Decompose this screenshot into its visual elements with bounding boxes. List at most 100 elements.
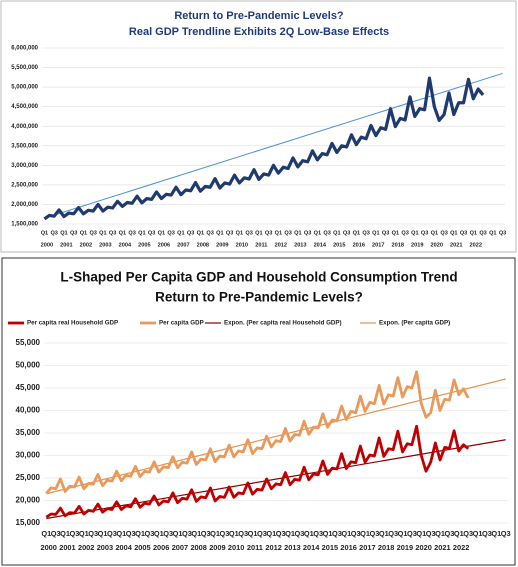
x-year-label: 2008 [190,543,206,552]
x-tick-label: Q1 [353,230,360,236]
x-year-label: 2004 [115,543,132,552]
x-tick-label: Q1 [99,230,106,236]
x-year-label: 2012 [275,242,287,248]
legend-label: Expon. (Per capita GDP) [379,320,450,327]
x-tick-label: Q1 [411,230,418,236]
x-year-label: 2002 [78,543,94,552]
y-tick-label: 2,500,000 [11,182,38,188]
x-tick-label: Q3 [479,230,486,236]
chart-subtitle: Real GDP Trendline Exhibits 2Q Low-Base … [129,26,389,38]
x-year-label: 2014 [314,242,327,248]
chart-subtitle: Return to Pre-Pandemic Levels? [155,290,363,305]
x-tick-label: Q3 [351,529,361,538]
x-tick-label: Q1 [360,529,370,538]
x-tick-label: Q3 [482,529,492,538]
x-tick-label: Q1 [41,529,51,538]
y-tick-label: 50,000 [16,361,41,370]
x-tick-label: Q1 [116,529,126,538]
x-tick-label: Q1 [275,230,282,236]
y-tick-label: 5,000,000 [11,85,38,91]
x-year-label: 2009 [209,543,225,552]
x-tick-label: Q3 [238,529,248,538]
x-year-label: 2017 [359,543,375,552]
x-year-label: 2009 [216,242,228,248]
x-year-label: 2007 [172,543,188,552]
x-tick-label: Q1 [294,230,301,236]
x-tick-label: Q3 [444,529,454,538]
x-tick-label: Q3 [499,230,506,236]
x-year-label: 2014 [303,543,320,552]
x-tick-label: Q1 [119,230,126,236]
x-tick-label: Q3 [109,230,116,236]
x-tick-label: Q1 [138,230,145,236]
x-year-label: 2003 [99,242,111,248]
x-year-label: 2016 [353,242,365,248]
x-tick-label: Q1 [236,230,243,236]
x-tick-label: Q3 [421,230,428,236]
x-tick-label: Q3 [382,230,389,236]
x-tick-label: Q1 [154,529,164,538]
chart-title: L-Shaped Per Capita GDP and Household Co… [60,270,457,285]
x-tick-label: Q1 [450,230,457,236]
x-year-label: 2018 [392,242,404,248]
panel-bottom [1,257,516,566]
x-tick-label: Q1 [304,529,314,538]
x-tick-label: Q1 [173,529,183,538]
x-year-label: 2001 [60,242,72,248]
x-year-label: 2021 [450,242,462,248]
y-tick-label: 15,000 [16,518,41,527]
x-tick-label: Q3 [70,230,77,236]
y-tick-label: 4,500,000 [11,104,38,110]
x-tick-label: Q3 [187,230,194,236]
x-year-label: 2015 [333,242,345,248]
x-tick-label: Q1 [314,230,321,236]
x-tick-label: Q3 [265,230,272,236]
x-tick-label: Q3 [88,529,98,538]
x-tick-label: Q3 [128,230,135,236]
x-year-label: 2012 [265,543,281,552]
x-tick-label: Q1 [285,529,295,538]
y-tick-label: 3,500,000 [11,143,38,149]
x-year-label: 2017 [372,242,384,248]
x-year-label: 2010 [228,543,244,552]
x-tick-label: Q1 [41,230,48,236]
x-year-label: 2013 [294,242,306,248]
x-tick-label: Q3 [126,529,136,538]
x-tick-label: Q3 [206,230,213,236]
x-tick-label: Q1 [416,529,426,538]
x-year-label: 2019 [397,543,413,552]
x-year-label: 2000 [40,543,56,552]
x-year-label: 2022 [470,242,482,248]
x-tick-label: Q1 [372,230,379,236]
x-tick-label: Q3 [388,529,398,538]
x-tick-label: Q3 [51,529,61,538]
x-tick-label: Q1 [197,230,204,236]
x-tick-label: Q3 [201,529,211,538]
x-tick-label: Q3 [362,230,369,236]
x-year-label: 2018 [378,543,394,552]
x-tick-label: Q1 [323,529,333,538]
x-tick-label: Q3 [501,529,511,538]
y-tick-label: 3,000,000 [11,163,38,169]
x-year-label: 2019 [411,242,423,248]
y-tick-label: 2,000,000 [11,202,38,208]
x-tick-label: Q1 [255,230,262,236]
x-tick-label: Q3 [167,230,174,236]
x-tick-label: Q1 [398,529,408,538]
x-tick-label: Q3 [89,230,96,236]
y-tick-label: 40,000 [16,406,41,415]
x-tick-label: Q3 [401,230,408,236]
x-tick-label: Q3 [182,529,192,538]
data-line [45,370,470,495]
x-tick-label: Q1 [210,529,220,538]
y-tick-label: 45,000 [16,383,41,392]
x-tick-label: Q1 [489,230,496,236]
x-year-label: 2022 [453,543,469,552]
y-tick-label: 25,000 [16,473,41,482]
y-tick-label: 55,000 [16,338,41,347]
x-year-label: 2001 [59,543,75,552]
legend-label: Expon. (Per capita real Household GDP) [224,320,342,327]
x-year-label: 2011 [247,543,263,552]
x-tick-label: Q1 [80,230,87,236]
x-tick-label: Q1 [248,529,258,538]
